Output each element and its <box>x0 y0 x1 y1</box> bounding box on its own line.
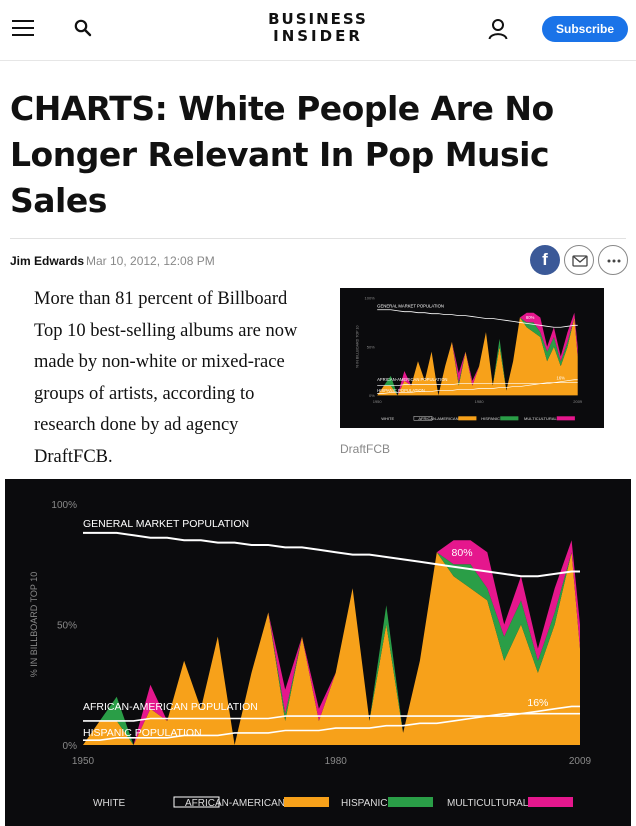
chart-legend-label: MULTICULTURAL <box>447 798 529 809</box>
thumb-legend-label: HISPANIC <box>481 416 500 421</box>
more-icon <box>607 259 621 263</box>
thumb-y-tick-label: 50% <box>367 344 375 349</box>
author-link[interactable]: Jim Edwards <box>10 254 85 268</box>
chart-line-population-0 <box>83 712 580 722</box>
chart-x-tick-label: 2009 <box>569 756 592 767</box>
logo-line-1: BUSINESS <box>268 10 368 28</box>
chart-annotation: AFRICAN-AMERICAN POPULATION <box>83 701 258 713</box>
chart-annotation: 16% <box>527 697 548 709</box>
chart-line-white <box>83 531 580 578</box>
chart-legend-label: HISPANIC <box>341 798 388 809</box>
email-share-button[interactable] <box>564 245 594 275</box>
chart-legend-label: WHITE <box>93 798 126 809</box>
chart-y-tick-label: 0% <box>63 741 78 752</box>
facebook-share-button[interactable]: f <box>530 245 560 275</box>
chart-y-tick-label: 100% <box>51 500 77 511</box>
divider <box>10 238 626 239</box>
thumb-area-african-american <box>377 317 578 396</box>
chart-main: 0% 50% 100% 1950 1980 2009 % IN BILLBOARD TOP … <box>5 479 631 826</box>
thumb-y-tick-label: 100% <box>364 296 375 301</box>
chart-legend-swatch <box>173 796 220 808</box>
thumb-y-tick-label: 0% <box>369 393 375 398</box>
site-header: BUSINESS INSIDER Subscribe <box>0 0 636 61</box>
thumb-x-tick-label: 1950 <box>373 399 383 404</box>
mail-icon <box>572 255 588 267</box>
subscribe-button[interactable]: Subscribe <box>542 16 628 42</box>
thumb-annotation: 80% <box>526 315 535 320</box>
chart-thumbnail[interactable]: 0% 50% 100% 1950 1980 2009 % IN BILLBOARD TOP … <box>340 288 604 428</box>
chart-area-african-american <box>83 552 580 745</box>
thumb-annotation: AFRICAN-AMERICAN POPULATION <box>377 377 447 382</box>
chart-legend-swatch <box>284 797 329 807</box>
thumb-legend-label: WHITE <box>381 416 394 421</box>
chart-legend-swatch <box>388 797 433 807</box>
thumb-legend-swatch <box>500 416 519 421</box>
thumb-annotation: HISPANIC POPULATION <box>377 388 425 393</box>
search-icon[interactable] <box>74 19 92 37</box>
chart-x-tick-label: 1950 <box>72 756 95 767</box>
thumb-line-population-0 <box>377 382 578 386</box>
thumb-legend-label: AFRICAN-AMERICAN <box>418 416 458 421</box>
facebook-icon: f <box>542 250 548 269</box>
thumb-legend-swatch <box>413 416 433 421</box>
menu-icon[interactable] <box>12 20 34 36</box>
chart-annotation: GENERAL MARKET POPULATION <box>83 518 249 530</box>
chart-x-tick-label: 1980 <box>325 756 348 767</box>
thumb-y-axis-label: % IN BILLBOARD TOP 10 <box>356 325 360 368</box>
more-share-button[interactable] <box>598 245 628 275</box>
thumb-legend-swatch <box>556 416 575 421</box>
article-body: More than 81 percent of Billboard Top 10… <box>34 289 298 467</box>
thumb-x-tick-label: 1980 <box>475 399 485 404</box>
user-icon[interactable] <box>488 18 508 40</box>
chart-y-axis-label: % IN BILLBOARD TOP 10 <box>29 572 39 678</box>
logo-line-2: INSIDER <box>273 27 363 45</box>
chart-legend-label: AFRICAN-AMERICAN <box>185 798 285 809</box>
thumb-legend-label: MULTICULTURAL <box>524 416 557 421</box>
thumb-legend-swatch <box>458 416 477 421</box>
chart-y-tick-label: 50% <box>57 621 77 632</box>
article-title: CHARTS: White People Are No Longer Relev… <box>10 89 554 220</box>
thumb-x-tick-label: 2009 <box>573 399 583 404</box>
thumb-line-population-1 <box>377 379 578 394</box>
thumb-line-white <box>377 309 578 328</box>
site-logo[interactable]: BUSINESS INSIDER <box>0 11 636 45</box>
chart-annotation: 80% <box>452 547 473 559</box>
chart-line-population-1 <box>83 705 580 741</box>
publish-date: Mar 10, 2012, 12:08 PM <box>86 254 215 268</box>
thumb-annotation: GENERAL MARKET POPULATION <box>377 303 444 308</box>
thumb-annotation: 16% <box>556 376 565 381</box>
image-caption: DraftFCB <box>340 442 391 456</box>
chart-legend-swatch <box>528 797 573 807</box>
chart-annotation: HISPANIC POPULATION <box>83 727 202 739</box>
